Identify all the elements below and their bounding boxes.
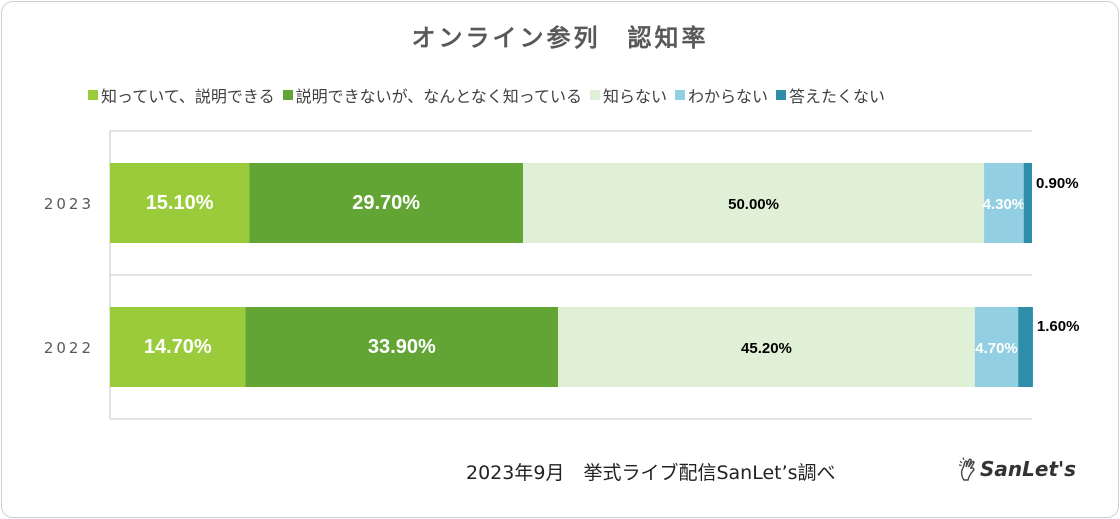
bar-segment	[110, 307, 246, 387]
legend: 知っていて、説明できる 説明できないが、なんとなく知っている 知らない わからない 答え…	[88, 84, 893, 106]
legend-swatch	[282, 90, 293, 100]
data-label: 29.70%	[352, 192, 420, 214]
legend-label: 説明できないが、なんとなく知っている	[295, 87, 583, 106]
logo-text: SanLet's	[980, 457, 1077, 481]
legend-item: わからない	[675, 83, 768, 107]
sanlets-logo: SanLet's	[958, 456, 1076, 482]
data-label: 4.30%	[983, 196, 1026, 213]
legend-item: 答えたくない	[776, 83, 885, 107]
bar-segment	[974, 307, 1019, 387]
category-tick-label: 2023	[44, 195, 94, 213]
bar-segment	[523, 163, 985, 243]
bar-segment	[110, 163, 250, 243]
source-note: 2023年9月 挙式ライブ配信SanLet’s調べ	[466, 462, 836, 484]
legend-item: 説明できないが、なんとなく知っている	[282, 83, 583, 107]
data-label: 45.20%	[741, 340, 792, 357]
bar-segment	[1018, 307, 1033, 387]
legend-label: 答えたくない	[789, 87, 886, 106]
bar-segment	[1023, 163, 1032, 243]
legend-swatch	[590, 90, 601, 100]
data-label: 1.60%	[1037, 318, 1080, 335]
bar-segment	[984, 163, 1024, 243]
bar-segment	[245, 307, 559, 387]
bar-segment	[558, 307, 975, 387]
data-label: 4.70%	[975, 340, 1018, 357]
legend-label: わからない	[688, 87, 769, 106]
data-label: 15.10%	[146, 192, 214, 214]
chart-title: オンライン参列 認知率	[411, 24, 709, 52]
legend-item: 知らない	[590, 83, 667, 107]
legend-swatch	[675, 90, 686, 100]
data-label: 0.90%	[1036, 175, 1079, 192]
legend-swatch	[776, 90, 787, 100]
legend-label: 知らない	[603, 87, 668, 106]
category-tick-label: 2022	[44, 339, 94, 357]
legend-item: 知っていて、説明できる	[88, 83, 275, 107]
legend-label: 知っていて、説明できる	[101, 87, 275, 106]
data-label: 33.90%	[368, 336, 436, 358]
logo-hand-icon	[958, 457, 975, 481]
legend-swatch	[88, 90, 98, 100]
data-label: 14.70%	[144, 336, 212, 358]
data-label: 50.00%	[728, 196, 779, 213]
bar-segment	[249, 163, 524, 243]
